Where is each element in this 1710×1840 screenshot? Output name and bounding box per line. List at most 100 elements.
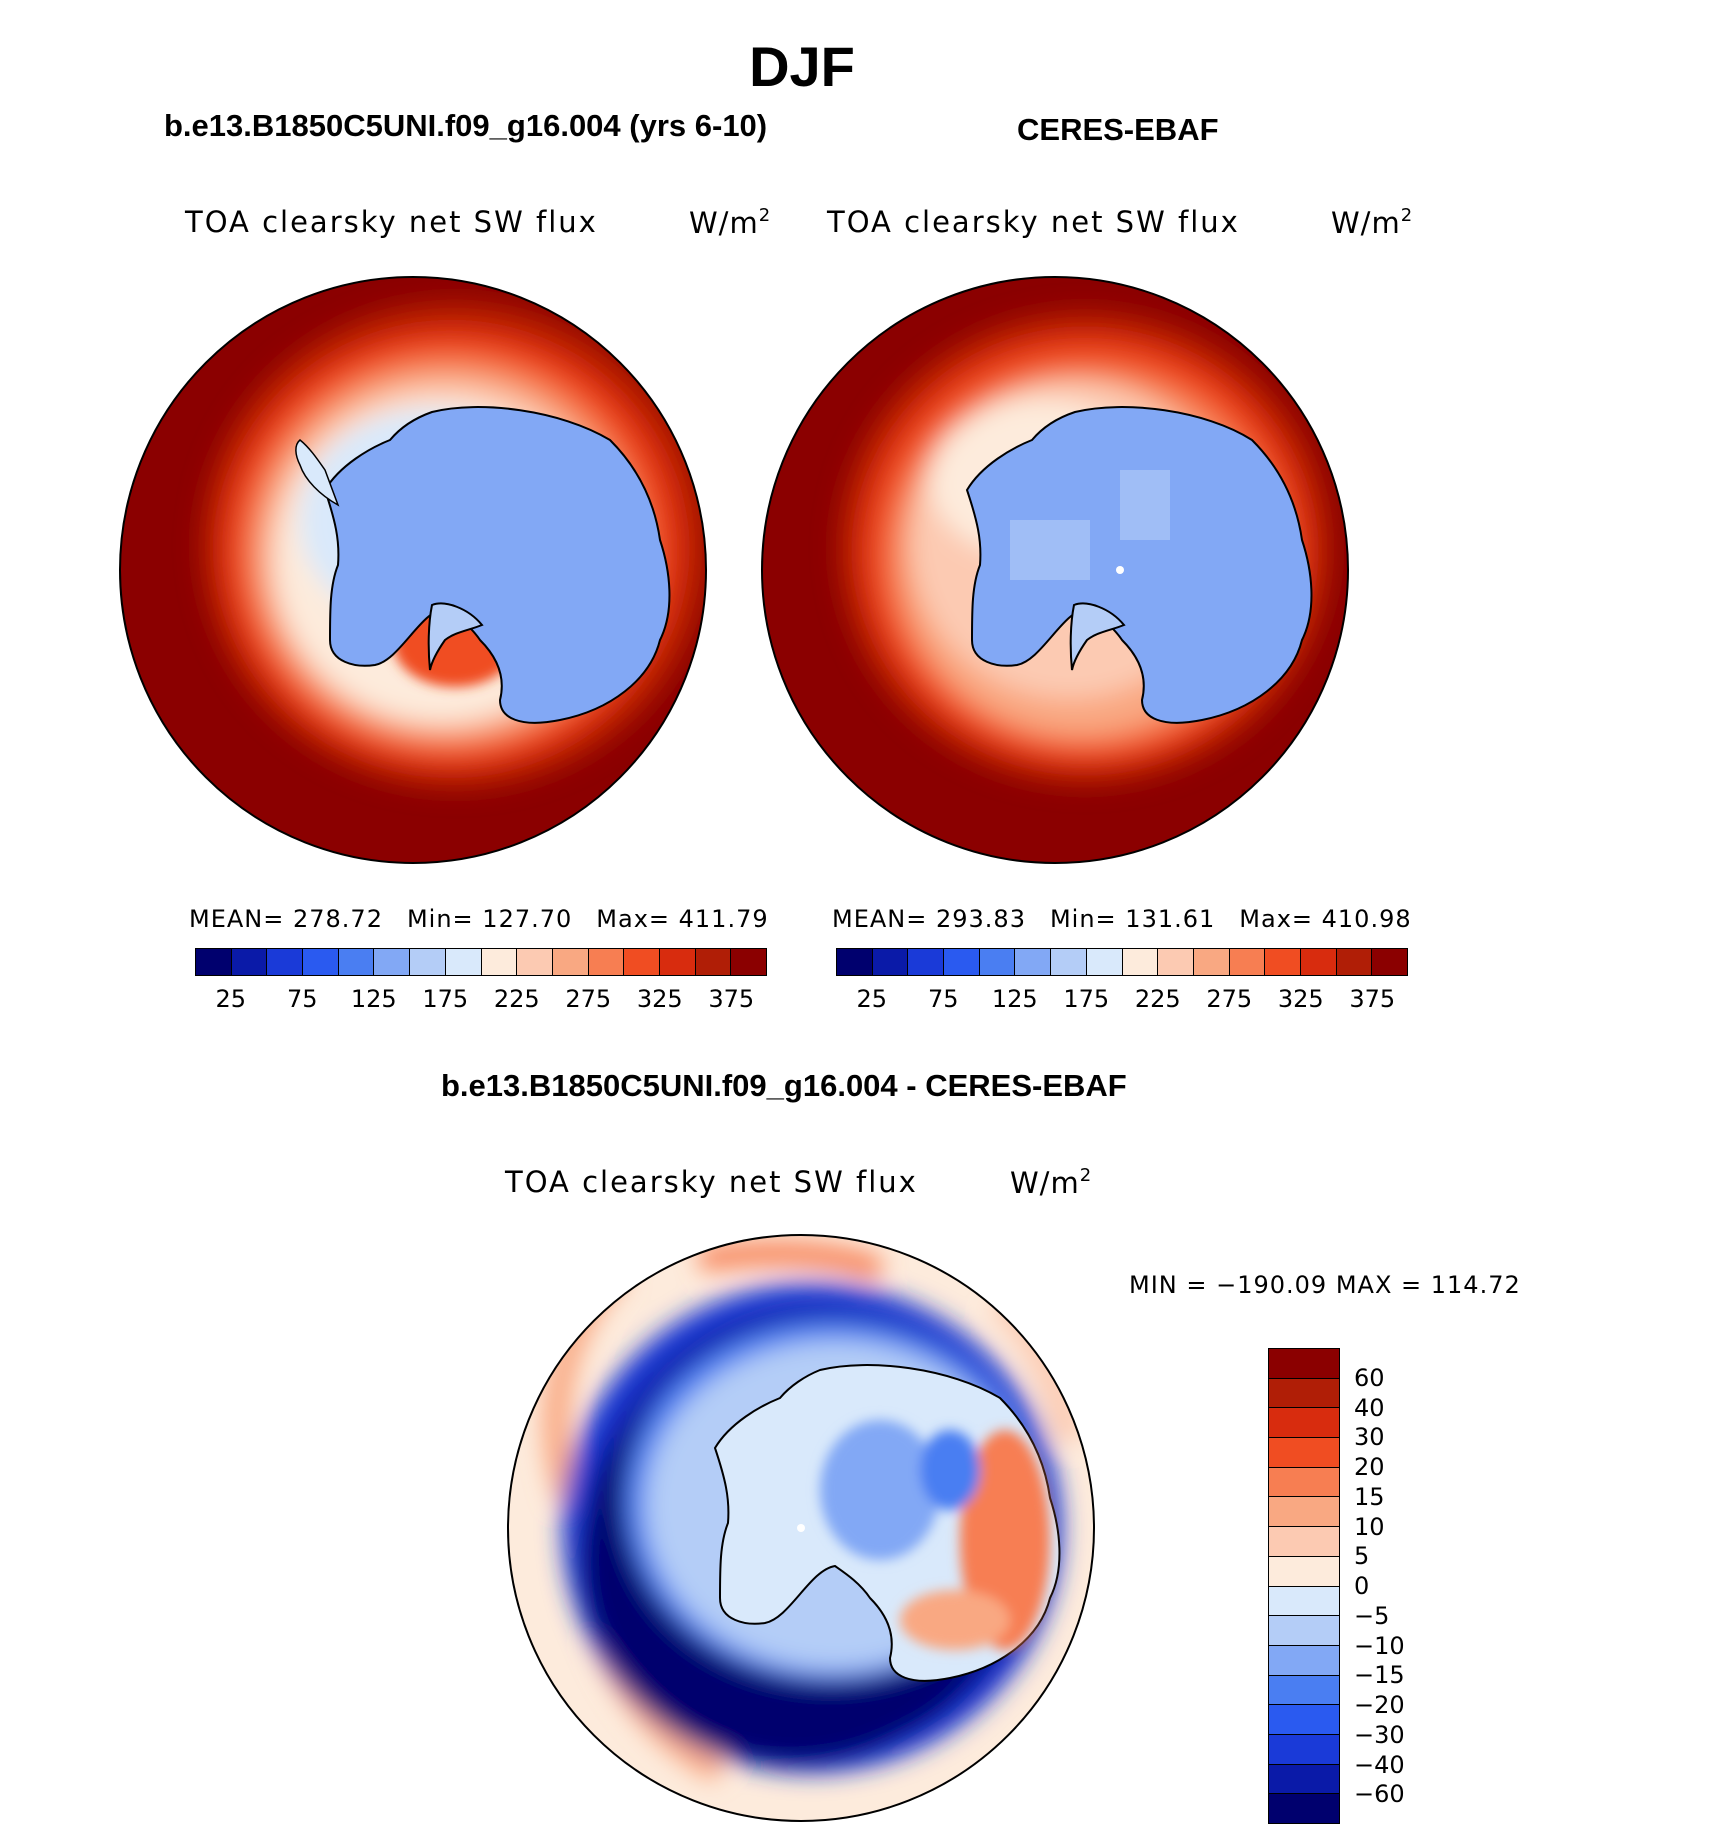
diff-colorbar-tick-label: −10 xyxy=(1354,1631,1405,1660)
diff-colorbar-tick-label: 60 xyxy=(1354,1363,1385,1392)
model-colorbar-box xyxy=(410,949,446,975)
diff-colorbar-box xyxy=(1269,1438,1339,1468)
diff-colorbar-box xyxy=(1269,1497,1339,1528)
diff-colorbar-tick-label: −40 xyxy=(1354,1750,1405,1779)
obs-colorbar-box xyxy=(872,949,909,975)
obs-colorbar-tick-label: 325 xyxy=(1277,985,1324,1013)
diff-colorbar-box xyxy=(1269,1467,1339,1498)
model-colorbar-ticks: 25 75 125 175 225 275 325 375 xyxy=(195,985,767,1015)
obs-colorbar-box xyxy=(1372,949,1407,975)
obs-colorbar-box xyxy=(1122,949,1159,975)
model-colorbar-box xyxy=(659,949,696,975)
obs-colorbar-box xyxy=(908,949,945,975)
model-colorbar-box xyxy=(731,949,766,975)
obs-colorbar-box xyxy=(1158,949,1194,975)
obs-colorbar-box xyxy=(1336,949,1373,975)
diff-colorbar-tick-label: 15 xyxy=(1354,1482,1385,1511)
diff-colorbar-box xyxy=(1269,1349,1339,1379)
model-colorbar-box xyxy=(303,949,339,975)
diff-colorbar-box xyxy=(1269,1645,1339,1676)
model-colorbar-box xyxy=(445,949,482,975)
diff-antarctica-coastline xyxy=(713,1364,1061,1682)
diff-colorbar-tick-label: −60 xyxy=(1354,1780,1405,1809)
obs-colorbar-box xyxy=(837,949,873,975)
obs-colorbar-tick-label: 25 xyxy=(856,985,888,1013)
model-case-title: b.e13.B1850C5UNI.f09_g16.004 (yrs 6-10) xyxy=(164,108,768,143)
model-colorbar-box xyxy=(552,949,589,975)
model-colorbar-tick-label: 325 xyxy=(636,985,683,1013)
obs-colorbar-box xyxy=(1229,949,1266,975)
obs-colorbar-box xyxy=(1300,949,1337,975)
model-colorbar-box xyxy=(338,949,375,975)
diff-variable-title: TOA clearsky net SW flux xyxy=(505,1165,918,1199)
diff-colorbar-tick-label: −30 xyxy=(1354,1720,1405,1749)
diff-colorbar-box xyxy=(1269,1408,1339,1439)
diff-colorbar-box xyxy=(1269,1675,1339,1706)
diff-colorbar-box xyxy=(1269,1734,1339,1765)
obs-colorbar-box xyxy=(1193,949,1230,975)
diff-colorbar-tick-label: −15 xyxy=(1354,1661,1405,1690)
model-colorbar-tick-label: 275 xyxy=(565,985,612,1013)
model-colorbar-tick-label: 125 xyxy=(350,985,397,1013)
diff-colorbar-tick-label: 40 xyxy=(1354,1393,1385,1422)
obs-colorbar-box xyxy=(1086,949,1123,975)
obs-variable-title: TOA clearsky net SW flux xyxy=(827,205,1240,239)
model-colorbar-tick-label: 175 xyxy=(422,985,469,1013)
diff-colorbar-tick-label: −5 xyxy=(1354,1601,1390,1630)
diff-colorbar-tick-label: 20 xyxy=(1354,1453,1385,1481)
model-colorbar-box xyxy=(695,949,732,975)
model-colorbar xyxy=(195,948,767,976)
diff-colorbar-box xyxy=(1269,1705,1339,1735)
obs-colorbar-tick-label: 75 xyxy=(927,985,959,1013)
obs-colorbar-ticks: 25 75 125 175 225 275 325 375 xyxy=(836,985,1408,1015)
model-colorbar-box xyxy=(624,949,660,975)
diff-case-title: b.e13.B1850C5UNI.f09_g16.004 - CERES-EBA… xyxy=(441,1068,1127,1103)
model-colorbar-tick-label: 225 xyxy=(493,985,540,1013)
obs-colorbar-tick-label: 275 xyxy=(1206,985,1253,1013)
model-colorbar-box xyxy=(267,949,304,975)
model-colorbar-tick-label: 25 xyxy=(215,985,247,1013)
model-variable-title: TOA clearsky net SW flux xyxy=(185,205,598,239)
obs-colorbar-tick-label: 175 xyxy=(1063,985,1110,1013)
model-colorbar-tick-label: 375 xyxy=(708,985,755,1013)
diff-colorbar-tick-label: 10 xyxy=(1354,1512,1385,1541)
obs-colorbar-box xyxy=(979,949,1016,975)
diff-colorbar-box xyxy=(1269,1527,1339,1557)
obs-colorbar-box xyxy=(1051,949,1087,975)
obs-colorbar-box xyxy=(1265,949,1301,975)
diff-minmax: MIN = −190.09 MAX = 114.72 xyxy=(1129,1271,1521,1299)
diff-colorbar-box xyxy=(1269,1764,1339,1795)
diff-colorbar-box xyxy=(1269,1794,1339,1823)
obs-colorbar-box xyxy=(944,949,980,975)
model-antarctica-coastline xyxy=(323,406,671,724)
model-units: W/m2 xyxy=(689,205,772,240)
obs-colorbar-tick-label: 125 xyxy=(991,985,1038,1013)
diff-colorbar-box xyxy=(1269,1616,1339,1646)
obs-colorbar-tick-label: 375 xyxy=(1349,985,1396,1013)
obs-colorbar-tick-label: 225 xyxy=(1134,985,1181,1013)
diff-colorbar-tick-label: 0 xyxy=(1354,1572,1370,1600)
diff-colorbar-box xyxy=(1269,1556,1339,1587)
obs-antarctica-coastline xyxy=(965,406,1313,724)
diff-colorbar-tick-label: 5 xyxy=(1354,1542,1370,1571)
diff-colorbar-ticks: 60 40 30 20 15 10 5 0 −5 −10 −15 −20 −30 −40 −60 xyxy=(1354,1348,1434,1824)
model-colorbar-box xyxy=(374,949,411,975)
model-colorbar-box xyxy=(481,949,518,975)
obs-colorbar xyxy=(836,948,1408,976)
model-colorbar-box xyxy=(231,949,268,975)
model-colorbar-box xyxy=(517,949,553,975)
model-colorbar-box xyxy=(196,949,232,975)
model-colorbar-tick-label: 75 xyxy=(286,985,318,1013)
model-colorbar-box xyxy=(588,949,625,975)
obs-stats: MEAN= 293.83 Min= 131.61 Max= 410.98 xyxy=(832,905,1412,933)
obs-colorbar-box xyxy=(1015,949,1052,975)
diff-colorbar-box xyxy=(1269,1378,1339,1409)
model-stats: MEAN= 278.72 Min= 127.70 Max= 411.79 xyxy=(189,905,769,933)
diff-colorbar xyxy=(1268,1348,1340,1824)
diff-colorbar-box xyxy=(1269,1586,1339,1617)
diff-units: W/m2 xyxy=(1010,1165,1093,1200)
obs-case-title: CERES-EBAF xyxy=(1017,112,1219,147)
diff-colorbar-tick-label: −20 xyxy=(1354,1691,1405,1719)
figure-title: DJF xyxy=(749,35,855,98)
diff-colorbar-tick-label: 30 xyxy=(1354,1423,1385,1452)
